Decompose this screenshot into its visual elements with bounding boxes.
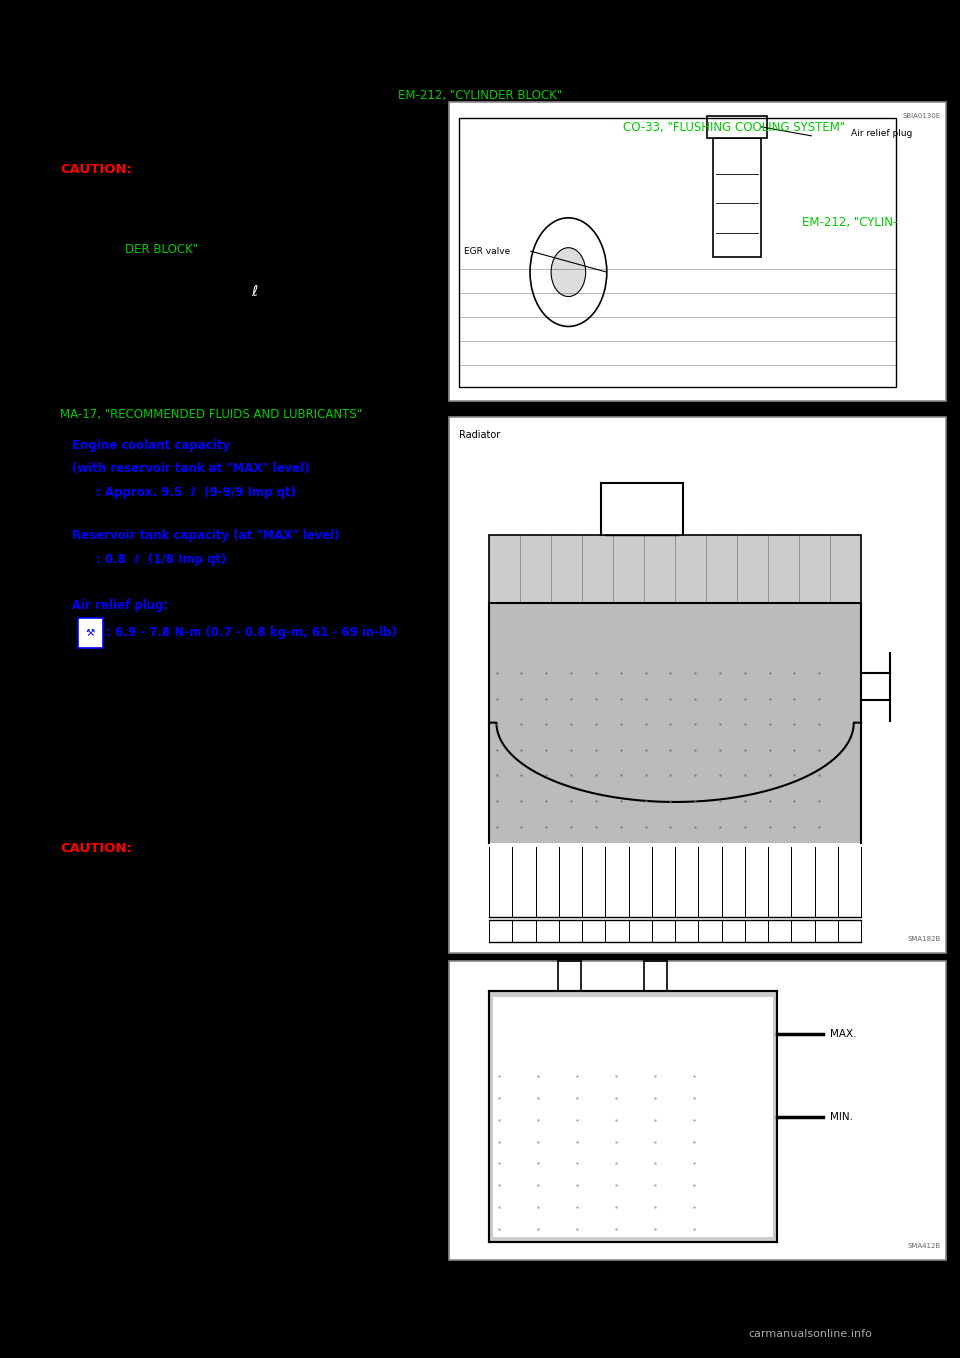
Text: EM-212, "CYLINDER BLOCK": EM-212, "CYLINDER BLOCK" bbox=[398, 88, 562, 102]
Bar bbox=[708, 115, 767, 137]
Text: EM-212, "CYLIN-: EM-212, "CYLIN- bbox=[803, 216, 898, 230]
Bar bbox=[489, 991, 777, 1243]
Text: SBIA0130E: SBIA0130E bbox=[902, 113, 941, 118]
Text: Reservoir tank capacity (at "MAX" level): Reservoir tank capacity (at "MAX" level) bbox=[72, 528, 340, 542]
Bar bbox=[713, 137, 761, 257]
Text: Engine coolant capacity: Engine coolant capacity bbox=[72, 439, 230, 452]
Text: Air relief plug: Air relief plug bbox=[851, 129, 912, 139]
Text: Air relief plug:: Air relief plug: bbox=[72, 599, 168, 612]
Bar bbox=[78, 618, 103, 648]
Text: CAUTION:: CAUTION: bbox=[60, 163, 132, 177]
Text: MA-17, "RECOMMENDED FLUIDS AND LUBRICANTS": MA-17, "RECOMMENDED FLUIDS AND LUBRICANT… bbox=[60, 407, 363, 421]
Text: (with reservoir tank at "MAX" level): (with reservoir tank at "MAX" level) bbox=[72, 462, 310, 475]
Bar bbox=[489, 603, 861, 843]
Bar bbox=[492, 997, 773, 1237]
Text: carmanualsonline.info: carmanualsonline.info bbox=[749, 1328, 873, 1339]
Bar bbox=[489, 535, 861, 603]
Text: SMA182B: SMA182B bbox=[907, 937, 941, 942]
Text: SMA412B: SMA412B bbox=[907, 1244, 941, 1249]
Bar bbox=[459, 118, 896, 387]
Text: ⚒: ⚒ bbox=[85, 627, 95, 638]
Bar bbox=[449, 102, 946, 401]
Text: DER BLOCK": DER BLOCK" bbox=[125, 243, 198, 257]
Text: ℓ: ℓ bbox=[252, 284, 257, 300]
Text: : Approx. 9.5  ℓ  (9-9/9 Imp qt): : Approx. 9.5 ℓ (9-9/9 Imp qt) bbox=[96, 486, 296, 500]
Bar bbox=[449, 961, 946, 1260]
Text: CO-33, "FLUSHING COOLING SYSTEM": CO-33, "FLUSHING COOLING SYSTEM" bbox=[623, 121, 846, 134]
Text: CAUTION:: CAUTION: bbox=[60, 842, 132, 856]
Polygon shape bbox=[489, 722, 861, 803]
Text: : 6.9 - 7.8 N-m (0.7 - 0.8 kg-m, 61 - 69 in-lb): : 6.9 - 7.8 N-m (0.7 - 0.8 kg-m, 61 - 69… bbox=[106, 626, 396, 640]
Text: : 0.8  ℓ  (1/8 Imp qt): : 0.8 ℓ (1/8 Imp qt) bbox=[96, 553, 227, 566]
Text: MIN.: MIN. bbox=[829, 1112, 852, 1122]
Circle shape bbox=[551, 247, 586, 296]
Text: EGR valve: EGR valve bbox=[464, 247, 510, 255]
Bar bbox=[449, 417, 946, 953]
Text: MAX.: MAX. bbox=[829, 1029, 856, 1039]
Text: Radiator: Radiator bbox=[459, 430, 500, 440]
